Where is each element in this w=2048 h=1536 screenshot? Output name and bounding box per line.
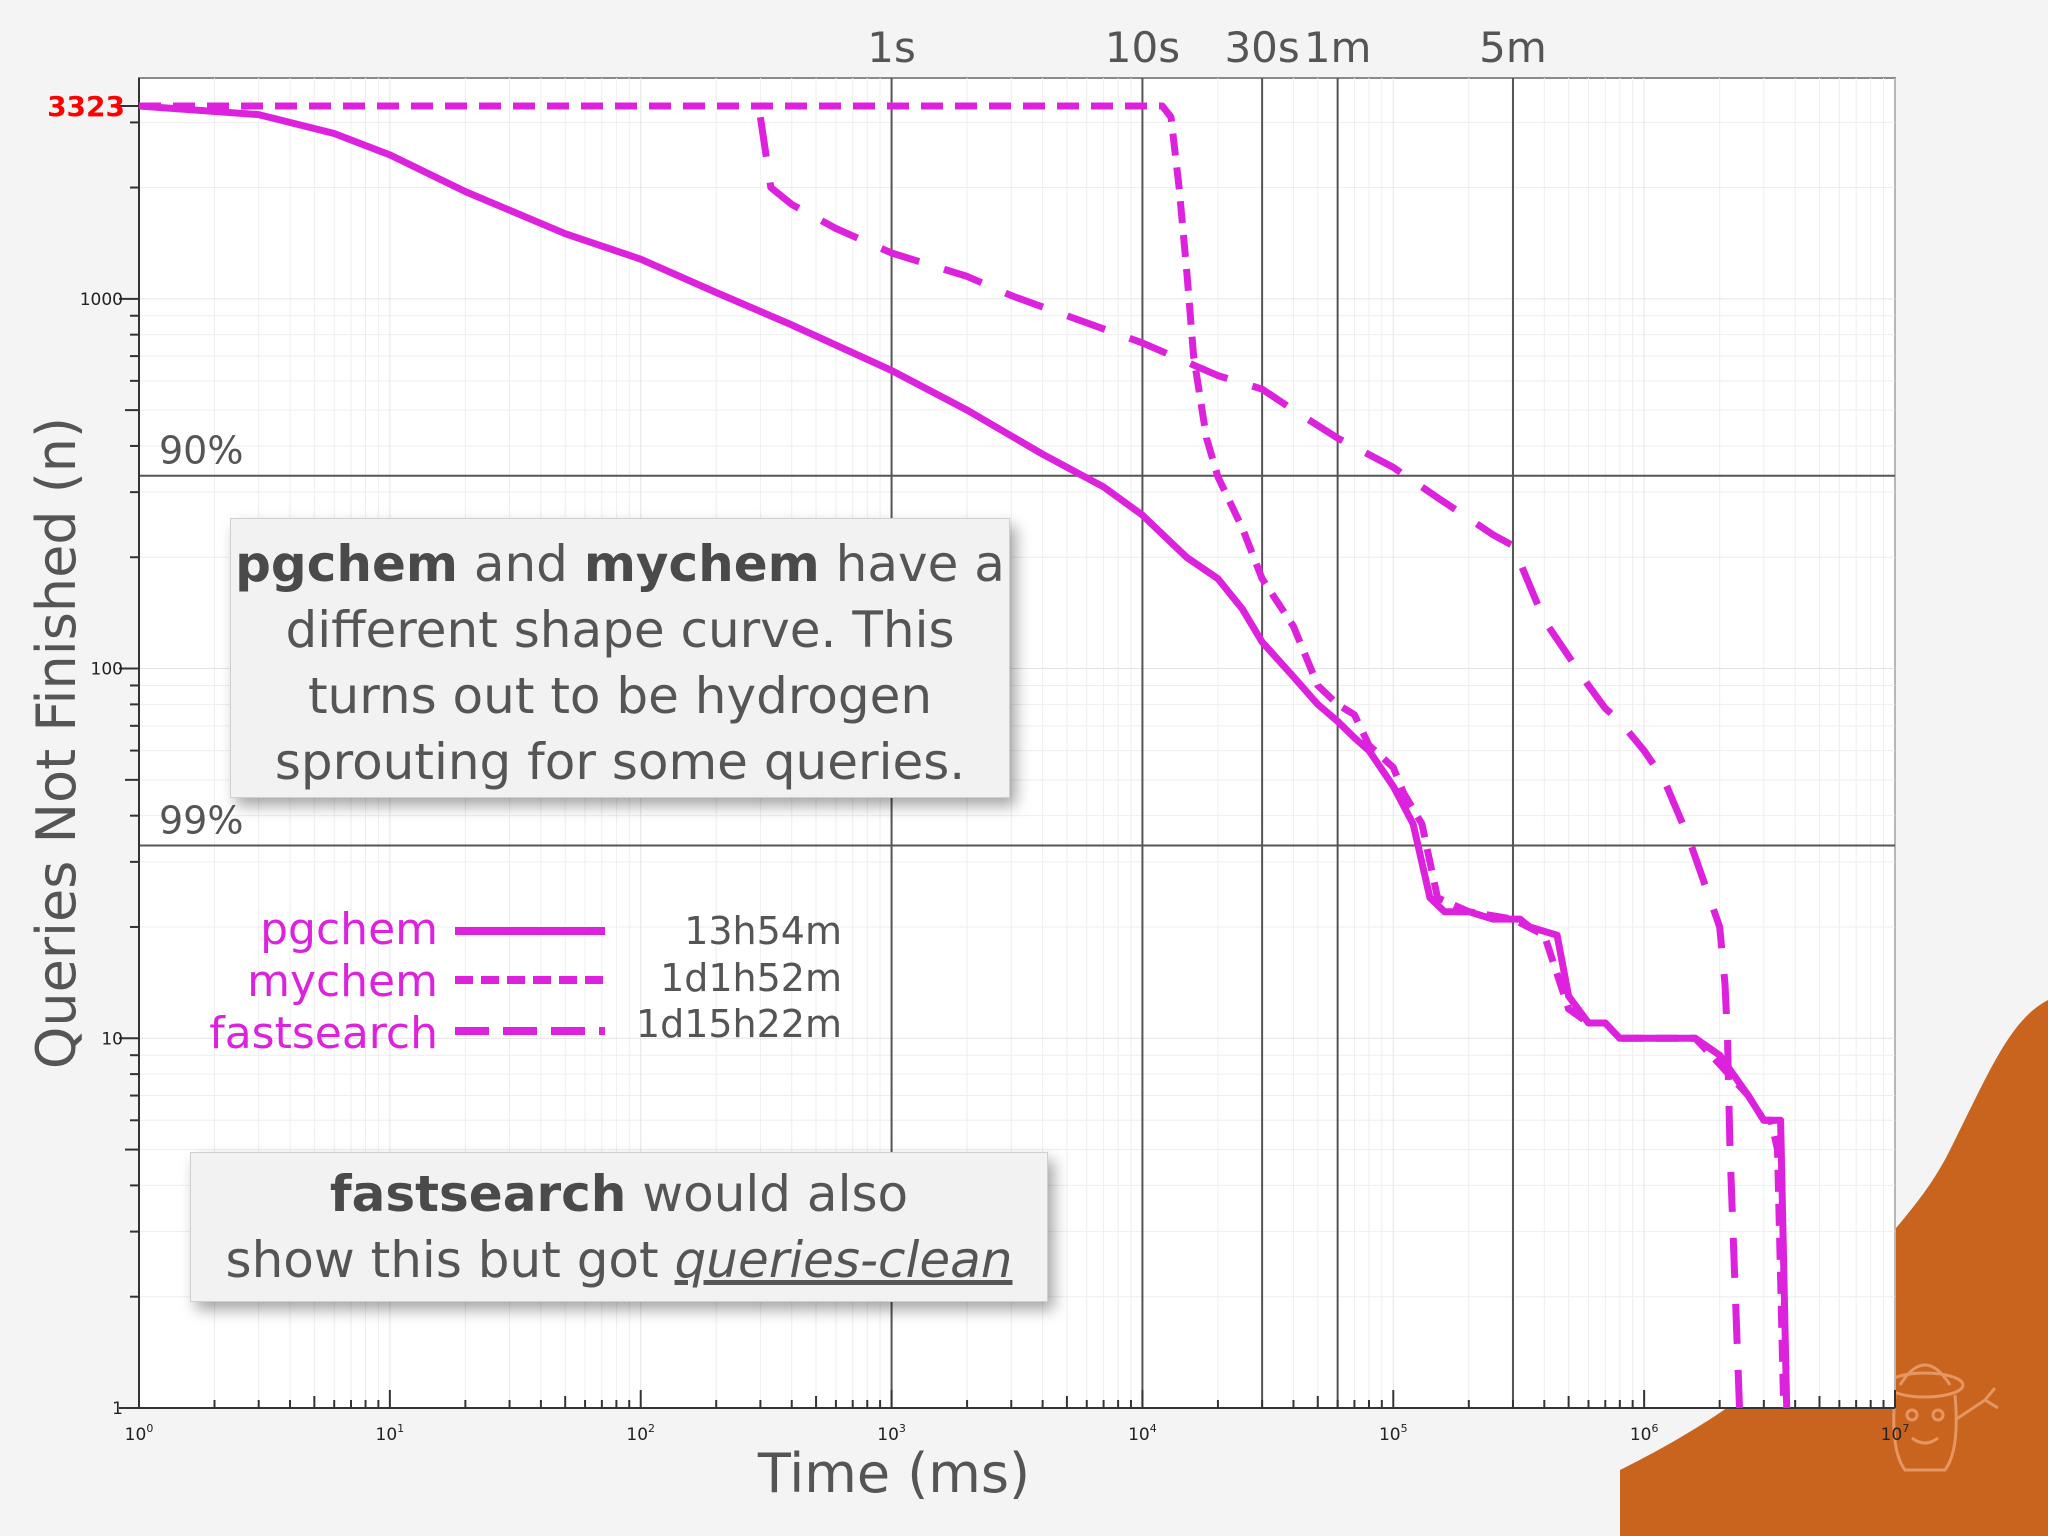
y-tick-label: 10 bbox=[101, 1029, 123, 1049]
y-tick-label: 1 bbox=[112, 1399, 123, 1419]
x-tick-label: 102 bbox=[626, 1422, 655, 1445]
corner-decoration bbox=[1620, 1000, 2048, 1536]
callout-bold-mychem: mychem bbox=[583, 535, 820, 593]
callout-text: and bbox=[457, 535, 584, 593]
annotation-callout-shape: pgchem and mychem have a different shape… bbox=[230, 518, 1010, 798]
callout-bold-fastsearch: fastsearch bbox=[329, 1165, 627, 1223]
x-tick-label: 101 bbox=[376, 1422, 405, 1445]
annotation-callout-fastsearch: fastsearch would also show this but got … bbox=[190, 1152, 1048, 1302]
callout-line-4: sprouting for some queries. bbox=[274, 733, 966, 791]
y-tick-label: 1000 bbox=[80, 290, 123, 310]
series-layer bbox=[138, 102, 1791, 1409]
mascot-logo-icon bbox=[1885, 1363, 1999, 1472]
callout-text: show this but got bbox=[225, 1231, 675, 1289]
y-max-label: 3323 bbox=[47, 90, 125, 123]
callout-line-1: pgchem and mychem have a bbox=[231, 531, 1009, 597]
time-marker-label: 5m bbox=[1479, 23, 1547, 72]
x-tick-label: 106 bbox=[1630, 1422, 1659, 1445]
callout2-line-2: show this but got queries-clean bbox=[191, 1227, 1047, 1293]
callout-line-3: turns out to be hydrogen bbox=[307, 667, 933, 725]
legend-time-fastsearch: 1d15h22m bbox=[636, 1002, 842, 1046]
callout-text: would also bbox=[626, 1165, 909, 1223]
y-axis-title: Queries Not Finished (n) bbox=[25, 417, 88, 1069]
x-tick-label: 100 bbox=[125, 1422, 154, 1445]
queries-clean-link[interactable]: queries-clean bbox=[674, 1231, 1013, 1289]
x-axis-title: Time (ms) bbox=[757, 1442, 1030, 1505]
time-marker-label: 1m bbox=[1304, 23, 1372, 72]
legend-time-pgchem: 13h54m bbox=[684, 909, 842, 953]
legend-label-fastsearch: fastsearch bbox=[209, 1008, 438, 1059]
x-tick-label: 107 bbox=[1881, 1422, 1910, 1445]
callout-bold-pgchem: pgchem bbox=[235, 535, 458, 593]
legend-label-pgchem: pgchem bbox=[260, 904, 438, 955]
callout-text: have a bbox=[819, 535, 1005, 593]
legend-label-mychem: mychem bbox=[247, 956, 438, 1007]
percentile-label: 99% bbox=[159, 798, 243, 842]
callout-line-2: different shape curve. This bbox=[285, 601, 955, 659]
x-tick-label: 105 bbox=[1379, 1422, 1408, 1445]
x-tick-label: 103 bbox=[877, 1422, 906, 1445]
percentile-lines: 90% 99% bbox=[139, 429, 1895, 847]
legend-time-mychem: 1d1h52m bbox=[660, 956, 842, 1000]
time-marker-label: 30s bbox=[1224, 23, 1299, 72]
series-line-fastsearch bbox=[756, 116, 1743, 1409]
callout2-line-1: fastsearch would also bbox=[191, 1161, 1047, 1227]
time-marker-label: 1s bbox=[867, 23, 916, 72]
x-axis: 100 101 102 103 104 105 106 107 bbox=[125, 1390, 1910, 1445]
legend: pgchem 13h54m mychem 1d1h52m fastsearch … bbox=[209, 904, 842, 1059]
x-tick-label: 104 bbox=[1128, 1422, 1157, 1445]
y-axis: 1 10 100 1000 3323 bbox=[47, 78, 140, 1419]
time-marker-label: 10s bbox=[1105, 23, 1180, 72]
percentile-label: 90% bbox=[159, 429, 243, 473]
y-tick-label: 100 bbox=[91, 660, 123, 680]
